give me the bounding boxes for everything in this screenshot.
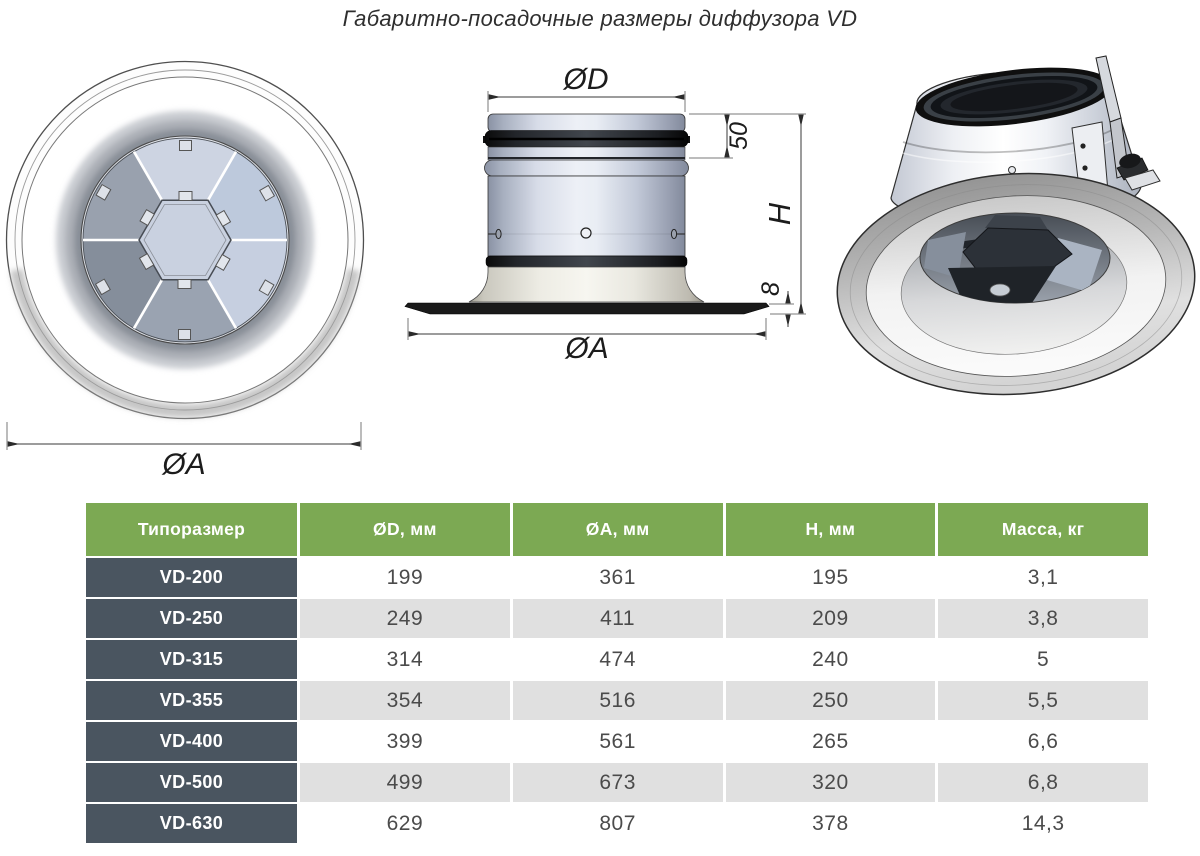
front-view: ØA [5, 60, 365, 481]
model-cell: VD-630 [86, 804, 297, 843]
column-header-mass: Масса, кг [938, 503, 1148, 556]
bead-ring [484, 159, 689, 177]
model-cell: VD-315 [86, 640, 297, 679]
model-cell: VD-400 [86, 722, 297, 761]
column-header-h: Н, мм [725, 503, 936, 556]
value-cell: 250 [725, 681, 936, 720]
value-cell: 249 [300, 599, 510, 638]
value-cell: 240 [725, 640, 936, 679]
value-cell: 314 [300, 640, 510, 679]
value-cell: 5,5 [938, 681, 1148, 720]
side-view: ØD 50 H 8 ØA [404, 63, 806, 365]
page-title: Габаритно-посадочные размеры диффузора V… [342, 6, 858, 31]
iso-gasket-rings [915, 67, 1113, 127]
iso-view [836, 55, 1196, 396]
value-cell: 14,3 [938, 804, 1148, 843]
model-cell: VD-355 [86, 681, 297, 720]
value-cell: 516 [512, 681, 723, 720]
model-cell: VD-200 [86, 558, 297, 597]
value-cell: 209 [725, 599, 936, 638]
value-cell: 378 [725, 804, 936, 843]
dimensions-table: Типоразмер ØD, мм ØA, мм Н, мм Масса, кг… [86, 503, 1148, 843]
model-cell: VD-500 [86, 763, 297, 802]
value-cell: 354 [300, 681, 510, 720]
value-cell: 3,1 [938, 558, 1148, 597]
dim-label-od: ØD [563, 63, 609, 96]
value-cell: 320 [725, 763, 936, 802]
value-cell: 3,8 [938, 599, 1148, 638]
value-cell: 361 [512, 558, 723, 597]
value-cell: 807 [512, 804, 723, 843]
dim-label-50: 50 [725, 122, 753, 150]
center-hexagon [138, 199, 232, 281]
dim-label-h: H [762, 202, 797, 225]
value-cell: 399 [300, 722, 510, 761]
screw-hole [580, 227, 592, 239]
dim-label-8: 8 [757, 282, 785, 296]
column-header-model: Типоразмер [86, 503, 297, 556]
value-cell: 265 [725, 722, 936, 761]
column-header-d: ØD, мм [300, 503, 510, 556]
iso-handle [1071, 55, 1161, 197]
clamp-knob [1119, 153, 1141, 169]
value-cell: 474 [512, 640, 723, 679]
value-cell: 673 [512, 763, 723, 802]
value-cell: 195 [725, 558, 936, 597]
value-cell: 499 [300, 763, 510, 802]
value-cell: 5 [938, 640, 1148, 679]
iso-vanes [924, 215, 1102, 303]
dim-label-side-oa: ØA [564, 332, 608, 365]
model-cell: VD-250 [86, 599, 297, 638]
vane-tabs [94, 140, 276, 340]
value-cell: 6,6 [938, 722, 1148, 761]
flange [404, 302, 770, 315]
duct-body [404, 113, 770, 315]
value-cell: 199 [300, 558, 510, 597]
value-cell: 629 [300, 804, 510, 843]
dimension-drawings: ØA [5, 55, 1196, 481]
skirt [468, 266, 705, 303]
dim-label-front-oa: ØA [161, 448, 205, 481]
value-cell: 411 [512, 599, 723, 638]
value-cell: 6,8 [938, 763, 1148, 802]
column-header-a: ØA, мм [512, 503, 723, 556]
value-cell: 561 [512, 722, 723, 761]
